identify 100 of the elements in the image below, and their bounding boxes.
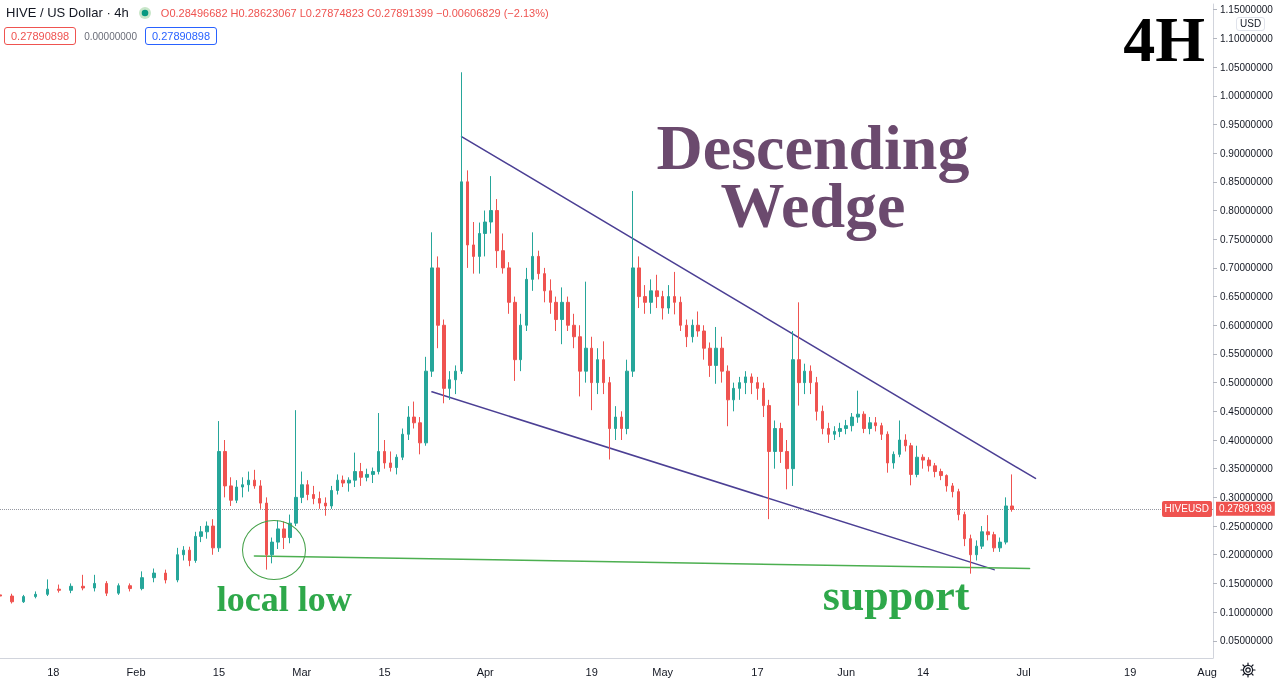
- x-tick-label: 15: [378, 665, 391, 678]
- candlestick: [330, 485, 333, 510]
- candlestick: [341, 475, 345, 488]
- x-tick-label: Feb: [126, 665, 146, 678]
- x-tick-label: 19: [1124, 665, 1137, 678]
- candlestick: [312, 485, 315, 505]
- candlestick: [537, 250, 540, 280]
- candlestick: [229, 476, 233, 507]
- candlestick: [418, 416, 422, 455]
- candlestick: [945, 473, 948, 493]
- candlestick: [288, 514, 292, 544]
- annotation: 0.27890898: [144, 27, 218, 45]
- candlestick: [963, 511, 966, 547]
- y-tick-label: 0.95000000: [1220, 118, 1274, 130]
- candlestick: [827, 422, 830, 444]
- y-tick-label: 0.55000000: [1220, 348, 1274, 360]
- candlestick: [442, 319, 446, 404]
- candlestick: [300, 471, 304, 504]
- candlestick: [454, 364, 457, 395]
- y-tick-label: 0.80000000: [1220, 205, 1274, 217]
- y-tick-label: 0.85000000: [1220, 176, 1274, 188]
- candlestick: [986, 514, 990, 541]
- candlestick: [797, 301, 801, 407]
- candlestick: [661, 290, 664, 321]
- candlestick: [744, 370, 747, 395]
- candlestick: [773, 419, 777, 470]
- candlestick: [543, 267, 546, 303]
- candlestick: [401, 428, 404, 461]
- annotation: Descending Wedge: [656, 112, 970, 241]
- candlestick: [176, 547, 179, 583]
- candlestick: [501, 232, 505, 275]
- candlestick: [767, 399, 771, 520]
- y-tick-label: 0.15000000: [1220, 577, 1274, 589]
- candlestick: [791, 330, 795, 487]
- candlestick: [513, 296, 517, 382]
- candlestick: [211, 518, 215, 556]
- candlestick: [448, 370, 451, 401]
- candlestick: [241, 476, 244, 498]
- candlestick: [353, 452, 357, 488]
- candlestick: [833, 425, 836, 441]
- candlestick: [980, 525, 984, 550]
- annotation: HIVEUSD: [1161, 501, 1212, 518]
- annotation: O0.28496682 H0.28623067 L0.27874823 C0.27891399 −0.00606829 (−2.13%): [160, 6, 549, 19]
- candlestick: [803, 363, 806, 395]
- annotation: 0.00000000: [84, 30, 137, 42]
- candlestick: [874, 416, 877, 432]
- candlestick: [217, 420, 221, 553]
- candlestick: [602, 340, 605, 395]
- candlestick: [460, 71, 463, 375]
- candlestick: [519, 313, 522, 372]
- candlestick: [247, 471, 250, 493]
- x-tick-label: Mar: [292, 665, 312, 678]
- candlestick: [223, 439, 227, 498]
- candlestick: [478, 222, 481, 275]
- candlestick: [844, 419, 848, 435]
- candlestick: [762, 382, 765, 418]
- y-axis-title: USD: [1236, 17, 1266, 31]
- candlestick: [673, 271, 676, 315]
- candlestick: [738, 376, 741, 401]
- candlestick: [909, 442, 913, 486]
- candlestick: [679, 296, 682, 332]
- candlestick: [336, 473, 339, 495]
- x-tick-label: 17: [751, 665, 764, 678]
- candlestick: [566, 296, 570, 332]
- candlestick: [992, 531, 996, 553]
- annotation: local low: [216, 578, 352, 619]
- candlestick: [696, 310, 700, 338]
- candlestick: [365, 468, 369, 482]
- candlestick: [815, 376, 818, 421]
- candlestick: [407, 405, 410, 441]
- candlestick: [270, 537, 274, 564]
- candlestick: [702, 324, 706, 361]
- candlestick: [590, 336, 593, 411]
- candlestick: [685, 319, 688, 348]
- candlestick: [377, 412, 380, 475]
- y-tick-label: 1.15000000: [1220, 4, 1274, 16]
- candlestick: [1004, 496, 1008, 545]
- y-tick-label: 0.05000000: [1220, 635, 1274, 647]
- candlestick: [383, 439, 386, 470]
- candlestick: [631, 190, 635, 378]
- candlestick: [625, 359, 629, 435]
- x-tick-label: Jun: [837, 665, 856, 678]
- candlestick: [182, 545, 185, 561]
- candlestick: [596, 347, 599, 395]
- candlestick: [637, 255, 641, 309]
- candlestick: [608, 376, 611, 461]
- y-tick-label: 0.35000000: [1220, 463, 1274, 475]
- candlestick: [957, 488, 960, 521]
- y-tick-label: 0.50000000: [1220, 377, 1274, 389]
- candlestick: [578, 324, 582, 397]
- candlestick: [1010, 473, 1014, 513]
- candlestick: [412, 401, 416, 430]
- candlestick: [975, 539, 978, 561]
- x-tick-label: Apr: [476, 665, 495, 678]
- y-tick-label: 0.60000000: [1220, 319, 1274, 331]
- y-tick-label: 0.70000000: [1220, 262, 1274, 274]
- y-tick-label: 0.10000000: [1220, 606, 1274, 618]
- candlestick: [495, 198, 499, 269]
- candlestick: [253, 469, 256, 490]
- candlestick: [915, 445, 919, 478]
